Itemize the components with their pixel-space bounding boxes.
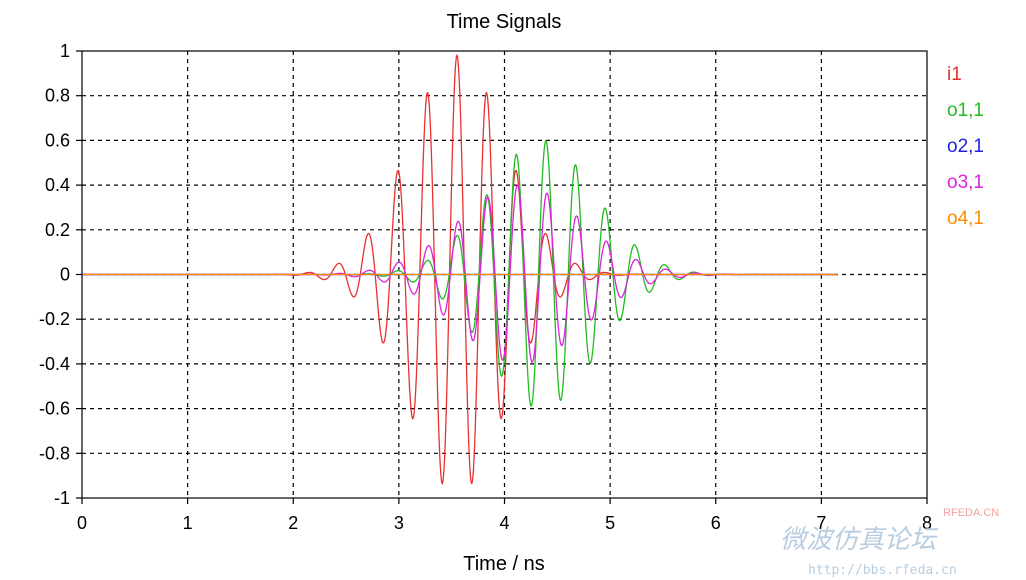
x-tick-label: 3 — [394, 513, 404, 533]
y-tick-label: -0.2 — [39, 309, 70, 329]
y-tick-label: -0.4 — [39, 354, 70, 374]
y-tick-label: 0.4 — [45, 175, 70, 195]
chart-title: Time Signals — [447, 11, 562, 33]
y-tick-label: 1 — [60, 41, 70, 61]
y-tick-label: 0.2 — [45, 220, 70, 240]
legend: i1 o1,1 o2,1 o3,1 o4,1 — [947, 64, 984, 229]
x-axis: 0 1 2 3 4 5 6 7 8 — [77, 498, 932, 533]
x-axis-label: Time / ns — [463, 553, 545, 575]
y-tick-label: 0 — [60, 265, 70, 285]
x-tick-label: 1 — [183, 513, 193, 533]
watermark-chinese: 微波仿真论坛 — [780, 524, 939, 554]
legend-entry: i1 — [947, 64, 962, 85]
x-tick-label: 2 — [288, 513, 298, 533]
x-tick-label: 8 — [922, 513, 932, 533]
x-tick-label: 5 — [605, 513, 615, 533]
x-tick-label: 0 — [77, 513, 87, 533]
series-line-1 — [82, 139, 838, 407]
x-tick-label: 4 — [499, 513, 509, 533]
legend-entry: o4,1 — [947, 208, 984, 229]
legend-entry: o3,1 — [947, 172, 984, 193]
series-group — [82, 53, 838, 486]
y-tick-label: 0.6 — [45, 130, 70, 150]
legend-entry: o1,1 — [947, 100, 984, 121]
x-tick-label: 7 — [816, 513, 826, 533]
series-line-0 — [82, 53, 838, 486]
watermark-site: RFEDA.CN — [943, 507, 999, 519]
series-line-3 — [82, 184, 838, 363]
y-tick-label: -0.8 — [39, 443, 70, 463]
legend-entry: o2,1 — [947, 136, 984, 157]
watermark: RFEDA.CN 微波仿真论坛 http://bbs.rfeda.cn — [780, 507, 999, 578]
x-tick-label: 6 — [711, 513, 721, 533]
y-tick-label: -0.6 — [39, 399, 70, 419]
y-tick-label: 0.8 — [45, 86, 70, 106]
y-axis: 1 0.8 0.6 0.4 0.2 0 -0.2 -0.4 -0.6 -0.8 -1 — [39, 41, 82, 508]
y-tick-label: -1 — [54, 488, 70, 508]
watermark-url: http://bbs.rfeda.cn — [808, 563, 957, 578]
